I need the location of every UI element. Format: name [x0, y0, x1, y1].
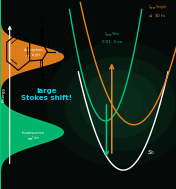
Text: O: O	[40, 15, 46, 24]
Text: $^1\pi\pi^{*\mathit{dim}}$: $^1\pi\pi^{*\mathit{dim}}$	[104, 30, 120, 40]
Text: N: N	[43, 41, 49, 50]
Text: absorption: absorption	[24, 48, 43, 52]
Text: $S_0$: $S_0$	[147, 148, 155, 157]
Text: large
Stokes shift!: large Stokes shift!	[21, 88, 72, 101]
Text: $\pi\pi^{*\mathit{bright}}$: $\pi\pi^{*\mathit{bright}}$	[25, 52, 42, 61]
Text: $^1\pi\pi^{*\mathit{bright}}$: $^1\pi\pi^{*\mathit{bright}}$	[148, 4, 167, 13]
Text: fluorescence: fluorescence	[22, 131, 45, 135]
Text: CH₃: CH₃	[58, 49, 70, 54]
Text: O: O	[40, 79, 46, 88]
Ellipse shape	[80, 70, 159, 138]
Ellipse shape	[64, 56, 175, 152]
Ellipse shape	[96, 84, 143, 124]
Text: Energy: Energy	[2, 87, 6, 102]
Ellipse shape	[47, 42, 176, 166]
Text: 0.01- 3 ns: 0.01- 3 ns	[102, 40, 122, 44]
Text: $\leq$ 30 fs: $\leq$ 30 fs	[148, 12, 167, 19]
Text: $\pi\pi^{*\mathit{dim}}$: $\pi\pi^{*\mathit{dim}}$	[27, 134, 40, 144]
